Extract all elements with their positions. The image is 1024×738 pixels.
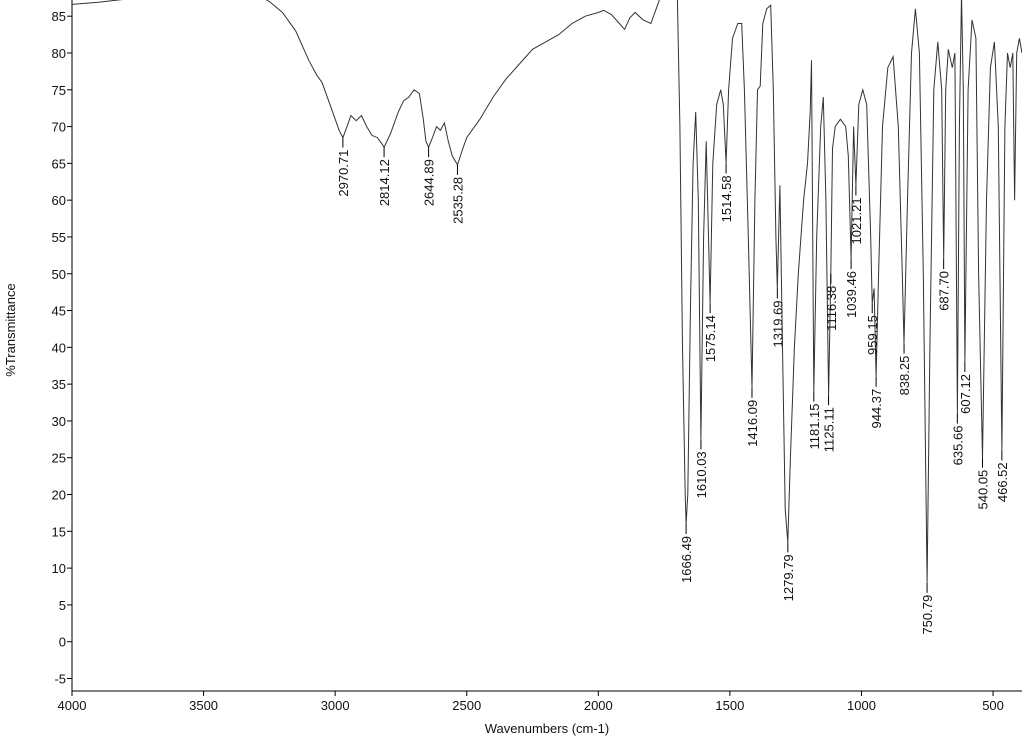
x-axis-label: Wavenumbers (cm-1) <box>485 721 609 736</box>
x-tick-label: 2500 <box>452 698 481 713</box>
y-tick-label: 5 <box>59 598 66 613</box>
peak-label: 1039.46 <box>844 271 859 318</box>
y-tick-label: 30 <box>52 414 66 429</box>
y-tick-label: 75 <box>52 83 66 98</box>
peak-label: 1514.58 <box>719 175 734 222</box>
peak-label: 466.52 <box>995 462 1010 502</box>
peak-label: 944.37 <box>869 389 884 429</box>
peak-label: 2644.89 <box>422 159 437 206</box>
peak-label: 750.79 <box>920 595 935 635</box>
y-tick-label: 65 <box>52 156 66 171</box>
x-tick-label: 1000 <box>847 698 876 713</box>
peak-label: 607.12 <box>958 374 973 414</box>
y-tick-label: 20 <box>52 488 66 503</box>
peak-label: 2814.12 <box>377 159 392 206</box>
y-tick-label: 35 <box>52 377 66 392</box>
peak-label: 1319.69 <box>770 300 785 347</box>
x-tick-label: 3500 <box>189 698 218 713</box>
y-tick-label: 0 <box>59 635 66 650</box>
peak-label: 540.05 <box>976 470 991 510</box>
x-tick-label: 500 <box>982 698 1004 713</box>
y-tick-label: -5 <box>54 671 66 686</box>
peak-label: 1181.15 <box>807 403 822 449</box>
peak-label: 1125.11 <box>822 407 837 452</box>
peak-label: 2535.28 <box>450 177 465 224</box>
y-tick-label: 45 <box>52 304 66 319</box>
peak-label: 1666.49 <box>679 536 694 583</box>
y-tick-label: 10 <box>52 561 66 576</box>
peak-label: 1575.14 <box>703 315 718 362</box>
peak-label: 1279.79 <box>781 554 796 601</box>
peak-label: 838.25 <box>897 356 912 396</box>
x-tick-label: 4000 <box>58 698 87 713</box>
y-tick-label: 80 <box>52 46 66 61</box>
peak-label: 1021.21 <box>849 197 864 244</box>
y-tick-label: 60 <box>52 193 66 208</box>
peak-label: 1416.09 <box>745 400 760 447</box>
y-tick-label: 70 <box>52 120 66 135</box>
y-tick-label: 50 <box>52 267 66 282</box>
y-tick-label: 55 <box>52 230 66 245</box>
peak-label: 1116.38 <box>824 286 839 331</box>
y-tick-label: 25 <box>52 451 66 466</box>
peak-label: 635.66 <box>950 426 965 466</box>
x-tick-label: 3000 <box>321 698 350 713</box>
peak-label: 959.15 <box>865 315 880 355</box>
peak-label: 687.70 <box>937 271 952 311</box>
y-tick-label: 85 <box>52 9 66 24</box>
y-tick-label: 15 <box>52 524 66 539</box>
peak-label: 2970.71 <box>336 150 351 197</box>
peak-label: 1610.03 <box>694 451 709 498</box>
x-tick-label: 2000 <box>584 698 613 713</box>
spectrum-line <box>72 0 1022 583</box>
y-axis-label: %Transmittance <box>3 283 18 376</box>
y-tick-label: 40 <box>52 340 66 355</box>
x-tick-label: 1500 <box>715 698 744 713</box>
